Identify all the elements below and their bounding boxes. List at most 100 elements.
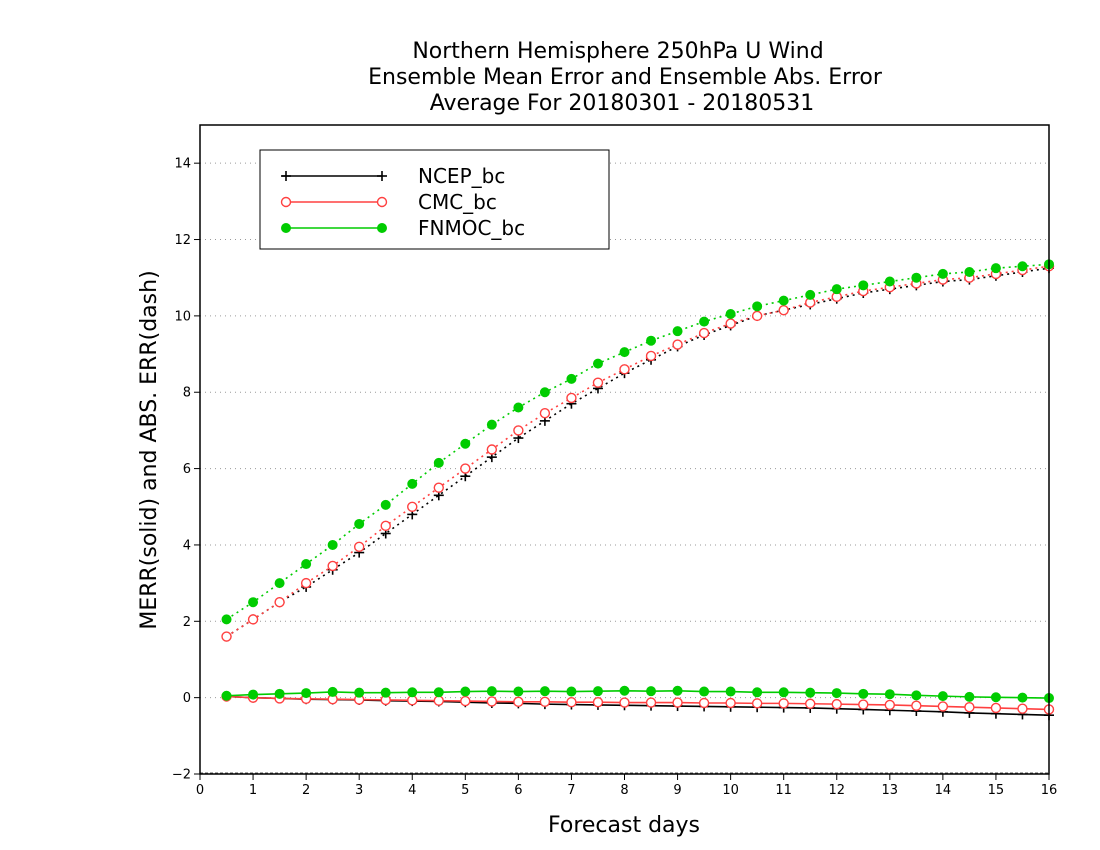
fnmoc-bc-merr-point: [672, 685, 683, 696]
cmc-bc-merr-point: [778, 698, 789, 709]
fnmoc-bc-merr-point: [433, 687, 444, 698]
cmc-bc-abs-err-point: [778, 304, 789, 316]
fnmoc-bc-abs-err-point: [354, 518, 365, 529]
fnmoc-bc-abs-err-point: [486, 419, 497, 430]
cmc-bc-abs-err-point: [592, 377, 604, 388]
fnmoc-bc-merr-point: [911, 690, 922, 701]
cmc-bc-merr-point: [911, 700, 922, 711]
fnmoc-bc-merr-point: [301, 688, 312, 699]
cmc-bc-abs-err-point: [353, 541, 365, 553]
cmc-bc-merr-point: [539, 696, 551, 708]
legend-label-fnmoc-bc: FNMOC_bc: [418, 216, 525, 240]
cmc-bc-merr-point: [831, 698, 842, 710]
fnmoc-bc-merr-point: [778, 687, 789, 698]
x-axis: 0 1 2 3 4 5 6 7 8 9 10 11 12 13 14 15 16: [196, 774, 1057, 798]
legend-marker-cmc-bc: [376, 196, 388, 208]
fnmoc-bc-abs-err-point: [964, 266, 975, 277]
fnmoc-bc-abs-err-point: [725, 308, 736, 319]
x-tick-label: 8: [620, 783, 628, 798]
cmc-bc-merr-point: [672, 697, 683, 708]
x-tick-label: 13: [882, 783, 899, 798]
fnmoc-bc-abs-err-point: [672, 326, 683, 337]
cmc-bc-abs-err-point: [645, 350, 657, 362]
fnmoc-bc-abs-err-point: [407, 478, 418, 489]
fnmoc-bc-merr-point: [407, 687, 418, 698]
cmc-bc-abs-err-point: [221, 631, 232, 642]
fnmoc-bc-abs-err-point: [778, 295, 789, 306]
x-tick-label: 1: [249, 783, 257, 798]
cmc-bc-merr-point: [645, 697, 657, 708]
y-tick-label: 4: [183, 538, 191, 553]
cmc-bc-abs-err-point: [513, 425, 524, 436]
fnmoc-bc-abs-err-point: [248, 597, 259, 608]
fnmoc-bc-abs-err-point: [327, 539, 338, 550]
fnmoc-bc-merr-point: [460, 686, 471, 697]
x-tick-label: 11: [775, 783, 792, 798]
cmc-bc-abs-err-point: [486, 444, 498, 455]
cmc-bc-abs-err-point: [327, 560, 338, 572]
fnmoc-bc-merr-point: [592, 686, 603, 697]
x-tick-label: 14: [935, 783, 952, 798]
fnmoc-bc-abs-err-point: [433, 457, 444, 468]
y-tick-label: 8: [183, 386, 191, 401]
cmc-bc-merr-point: [858, 699, 869, 710]
fnmoc-bc-abs-err-point: [752, 301, 763, 312]
y-tick-label: 12: [174, 233, 191, 248]
cmc-bc-merr-point: [964, 701, 975, 713]
legend-label-cmc-bc: CMC_bc: [418, 190, 497, 214]
fnmoc-bc-abs-err-line: [226, 263, 1050, 621]
x-tick-label: 12: [828, 783, 845, 798]
cmc-bc-abs-err-point: [672, 339, 683, 350]
gridlines: [200, 162, 1049, 774]
title-line-1: Northern Hemisphere 250hPa U Wind: [412, 39, 823, 64]
x-axis-label: Forecast days: [548, 813, 700, 838]
y-axis: −2 0 2 4 6 8 10 12 14: [172, 157, 200, 783]
cmc-bc-merr-point: [725, 697, 736, 709]
fnmoc-bc-merr-point: [619, 685, 630, 696]
cmc-bc-merr-line: [226, 695, 1050, 711]
fnmoc-bc-merr-point: [699, 686, 710, 697]
fnmoc-bc-merr-point: [539, 686, 550, 697]
title-line-2: Ensemble Mean Error and Ensemble Abs. Er…: [368, 65, 883, 90]
fnmoc-bc-merr-point: [248, 689, 259, 700]
fnmoc-bc-merr-point: [513, 686, 524, 697]
cmc-bc-abs-err-point: [539, 408, 551, 419]
cmc-bc-abs-err-point: [751, 310, 763, 322]
cmc-bc-merr-point: [1017, 703, 1028, 714]
cmc-bc-abs-err-line: [226, 265, 1050, 638]
fnmoc-bc-merr-point: [884, 689, 895, 700]
y-tick-label: 2: [183, 615, 191, 630]
fnmoc-bc-abs-err-point: [699, 316, 710, 327]
legend-marker-ncep-bc: [281, 171, 291, 181]
fnmoc-bc-abs-err-point: [884, 276, 895, 287]
cmc-bc-merr-point: [592, 697, 604, 708]
fnmoc-bc-merr-point: [858, 688, 869, 699]
x-tick-label: 15: [988, 783, 1005, 798]
fnmoc-bc-abs-err-point: [221, 614, 232, 625]
cmc-bc-merr-point: [884, 699, 896, 711]
cmc-bc-abs-err-point: [460, 463, 471, 474]
cmc-bc-merr-point: [698, 697, 710, 709]
cmc-bc-merr-point: [619, 697, 630, 708]
cmc-bc-abs-err-point: [433, 482, 444, 493]
fnmoc-bc-abs-err-point: [646, 335, 657, 346]
fnmoc-bc-abs-err-point: [566, 373, 577, 384]
series-layer: [221, 259, 1055, 721]
fnmoc-bc-merr-point: [990, 692, 1001, 703]
cmc-bc-abs-err-point: [274, 597, 285, 608]
fnmoc-bc-abs-err-point: [592, 358, 603, 369]
fnmoc-bc-merr-point: [831, 688, 842, 699]
x-tick-label: 16: [1041, 783, 1058, 798]
legend-marker-fnmoc-bc: [281, 223, 291, 233]
fnmoc-bc-abs-err-point: [990, 263, 1001, 274]
fnmoc-bc-abs-err-point: [460, 438, 471, 449]
fnmoc-bc-merr-point: [221, 690, 232, 701]
fnmoc-bc-abs-err-point: [1017, 261, 1028, 272]
x-tick-label: 0: [196, 783, 204, 798]
cmc-bc-merr-point: [990, 702, 1002, 714]
y-tick-label: 0: [183, 691, 191, 706]
x-tick-label: 7: [567, 783, 575, 798]
cmc-bc-merr-point: [566, 697, 577, 708]
